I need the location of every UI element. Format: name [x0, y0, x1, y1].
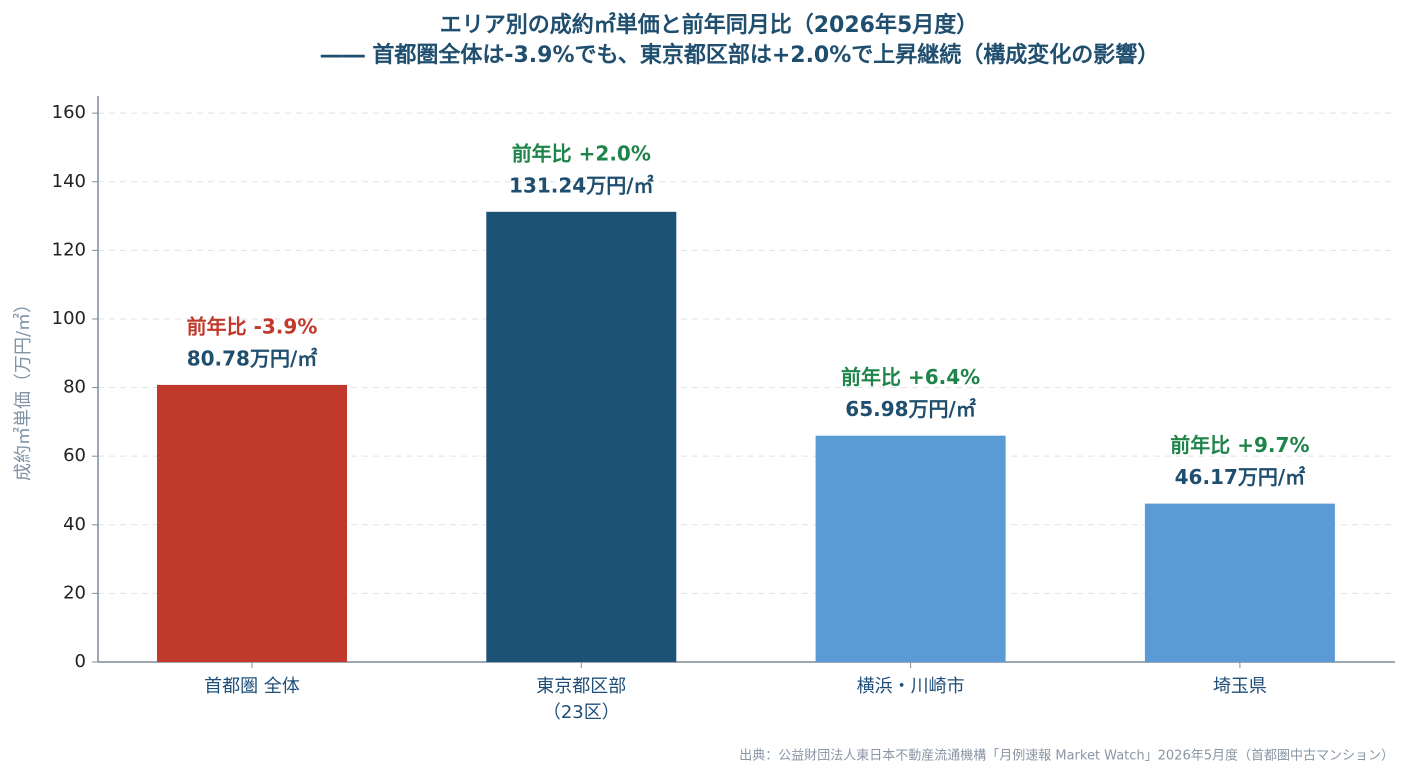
chart-title: エリア別の成約㎡単価と前年同月比（2026年5月度）	[440, 12, 979, 38]
value-label: 131.24万円/㎡	[509, 173, 653, 197]
x-tick-label: 東京都区部 （23区）	[536, 676, 627, 723]
y-tick-label: 20	[63, 582, 86, 603]
y-tick-label: 60	[63, 445, 86, 466]
x-tick-label: 埼玉県	[1212, 676, 1267, 697]
bar	[486, 211, 677, 662]
y-tick-label: 160	[52, 102, 86, 123]
source-note: 出典：公益財団法人東日本不動産流通機構「月例速報 Market Watch」20…	[739, 748, 1394, 764]
x-tick-label: 横浜・川崎市	[856, 676, 965, 697]
chart-subtitle: ―― 首都圏全体は-3.9%でも、東京都区部は+2.0%で上昇継続（構成変化の影…	[321, 42, 1160, 68]
y-tick-label: 120	[52, 239, 86, 260]
y-tick-label: 80	[63, 377, 86, 398]
bar	[815, 435, 1006, 662]
value-label: 80.78万円/㎡	[187, 346, 318, 370]
y-tick-label: 140	[52, 171, 86, 192]
value-label: 46.17万円/㎡	[1175, 465, 1306, 489]
x-tick-label: 首都圏 全体	[204, 676, 300, 697]
y-tick-label: 100	[52, 308, 86, 329]
yoy-annotation: 前年比 -3.9%	[187, 314, 318, 338]
yoy-annotation: 前年比 +2.0%	[512, 141, 651, 165]
yoy-annotation: 前年比 +6.4%	[841, 365, 980, 389]
bar	[1144, 503, 1335, 662]
y-tick-label: 0	[75, 651, 86, 672]
value-label: 65.98万円/㎡	[845, 397, 976, 421]
yoy-annotation: 前年比 +9.7%	[1170, 433, 1309, 457]
y-axis-label: 成約㎡単価（万円/㎡）	[12, 295, 34, 481]
bar	[157, 384, 347, 662]
y-tick-label: 40	[63, 514, 86, 535]
